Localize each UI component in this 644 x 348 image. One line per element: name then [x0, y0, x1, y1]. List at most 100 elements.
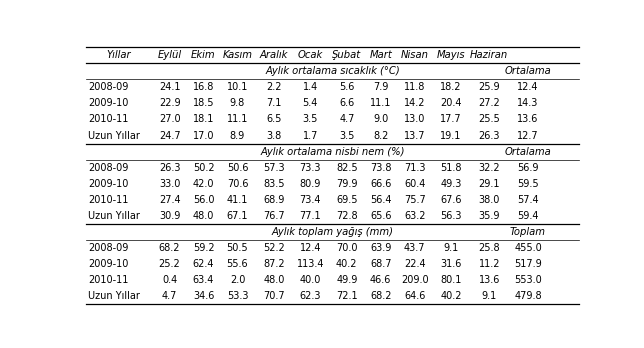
- Text: 79.9: 79.9: [336, 179, 357, 189]
- Text: 49.9: 49.9: [336, 275, 357, 285]
- Text: 12.4: 12.4: [299, 243, 321, 253]
- Text: 59.2: 59.2: [193, 243, 214, 253]
- Text: 2009-10: 2009-10: [88, 179, 129, 189]
- Text: 14.2: 14.2: [404, 98, 426, 108]
- Text: 24.1: 24.1: [159, 82, 180, 92]
- Text: 17.0: 17.0: [193, 130, 214, 141]
- Text: 5.4: 5.4: [303, 98, 318, 108]
- Text: Aylık toplam yağış (mm): Aylık toplam yağış (mm): [272, 227, 393, 237]
- Text: 29.1: 29.1: [478, 179, 500, 189]
- Text: 68.2: 68.2: [370, 291, 392, 301]
- Text: 35.9: 35.9: [478, 211, 500, 221]
- Text: 1.4: 1.4: [303, 82, 318, 92]
- Text: 53.3: 53.3: [227, 291, 248, 301]
- Text: 26.3: 26.3: [478, 130, 500, 141]
- Text: 82.5: 82.5: [336, 163, 357, 173]
- Text: 75.7: 75.7: [404, 195, 426, 205]
- Text: 62.4: 62.4: [193, 259, 214, 269]
- Text: 10.1: 10.1: [227, 82, 248, 92]
- Text: 2.0: 2.0: [230, 275, 245, 285]
- Text: 33.0: 33.0: [159, 179, 180, 189]
- Text: 68.7: 68.7: [370, 259, 392, 269]
- Text: 43.7: 43.7: [404, 243, 426, 253]
- Text: 12.7: 12.7: [517, 130, 539, 141]
- Text: 48.0: 48.0: [193, 211, 214, 221]
- Text: 67.6: 67.6: [440, 195, 462, 205]
- Text: 2008-09: 2008-09: [88, 163, 129, 173]
- Text: 40.0: 40.0: [299, 275, 321, 285]
- Text: 7.9: 7.9: [373, 82, 388, 92]
- Text: 27.4: 27.4: [159, 195, 180, 205]
- Text: 70.6: 70.6: [227, 179, 248, 189]
- Text: 87.2: 87.2: [263, 259, 285, 269]
- Text: Aylık ortalama sıcaklık (°C): Aylık ortalama sıcaklık (°C): [265, 66, 400, 76]
- Text: 19.1: 19.1: [440, 130, 462, 141]
- Text: Aralık: Aralık: [260, 50, 288, 60]
- Text: 34.6: 34.6: [193, 291, 214, 301]
- Text: 60.4: 60.4: [404, 179, 425, 189]
- Text: 2009-10: 2009-10: [88, 98, 129, 108]
- Text: 13.6: 13.6: [517, 114, 538, 125]
- Text: 11.8: 11.8: [404, 82, 425, 92]
- Text: 73.4: 73.4: [299, 195, 321, 205]
- Text: 55.6: 55.6: [227, 259, 249, 269]
- Text: 30.9: 30.9: [159, 211, 180, 221]
- Text: 13.6: 13.6: [478, 275, 500, 285]
- Text: Nisan: Nisan: [401, 50, 429, 60]
- Text: 50.6: 50.6: [227, 163, 248, 173]
- Text: 59.4: 59.4: [517, 211, 538, 221]
- Text: 71.3: 71.3: [404, 163, 426, 173]
- Text: 63.9: 63.9: [370, 243, 392, 253]
- Text: 2010-11: 2010-11: [88, 275, 129, 285]
- Text: 63.4: 63.4: [193, 275, 214, 285]
- Text: 59.5: 59.5: [517, 179, 539, 189]
- Text: 50.5: 50.5: [227, 243, 249, 253]
- Text: 66.6: 66.6: [370, 179, 392, 189]
- Text: Yıllar: Yıllar: [107, 50, 131, 60]
- Text: 2008-09: 2008-09: [88, 82, 129, 92]
- Text: Mart: Mart: [369, 50, 392, 60]
- Text: 2010-11: 2010-11: [88, 195, 129, 205]
- Text: 6.6: 6.6: [339, 98, 354, 108]
- Text: 3.8: 3.8: [266, 130, 281, 141]
- Text: 5.6: 5.6: [339, 82, 354, 92]
- Text: 31.6: 31.6: [440, 259, 462, 269]
- Text: Uzun Yıllar: Uzun Yıllar: [88, 211, 140, 221]
- Text: 56.0: 56.0: [193, 195, 214, 205]
- Text: 2010-11: 2010-11: [88, 114, 129, 125]
- Text: 16.8: 16.8: [193, 82, 214, 92]
- Text: 113.4: 113.4: [297, 259, 324, 269]
- Text: 27.0: 27.0: [159, 114, 180, 125]
- Text: 25.8: 25.8: [478, 243, 500, 253]
- Text: 3.5: 3.5: [339, 130, 354, 141]
- Text: 18.5: 18.5: [193, 98, 214, 108]
- Text: 72.8: 72.8: [336, 211, 357, 221]
- Text: 56.4: 56.4: [370, 195, 392, 205]
- Text: Uzun Yıllar: Uzun Yıllar: [88, 291, 140, 301]
- Text: 12.4: 12.4: [517, 82, 538, 92]
- Text: 24.7: 24.7: [159, 130, 180, 141]
- Text: 51.8: 51.8: [440, 163, 462, 173]
- Text: 11.1: 11.1: [227, 114, 248, 125]
- Text: 209.0: 209.0: [401, 275, 428, 285]
- Text: 26.3: 26.3: [159, 163, 180, 173]
- Text: 73.3: 73.3: [299, 163, 321, 173]
- Text: 57.4: 57.4: [517, 195, 539, 205]
- Text: Haziran: Haziran: [470, 50, 508, 60]
- Text: 40.2: 40.2: [440, 291, 462, 301]
- Text: Ortalama: Ortalama: [504, 147, 551, 157]
- Text: 69.5: 69.5: [336, 195, 357, 205]
- Text: 27.2: 27.2: [478, 98, 500, 108]
- Text: 1.7: 1.7: [303, 130, 318, 141]
- Text: 56.9: 56.9: [517, 163, 538, 173]
- Text: 17.7: 17.7: [440, 114, 462, 125]
- Text: 32.2: 32.2: [478, 163, 500, 173]
- Text: 4.7: 4.7: [162, 291, 177, 301]
- Text: 41.1: 41.1: [227, 195, 248, 205]
- Text: 8.2: 8.2: [373, 130, 388, 141]
- Text: Aylık ortalama nisbi nem (%): Aylık ortalama nisbi nem (%): [260, 147, 405, 157]
- Text: 56.3: 56.3: [440, 211, 462, 221]
- Text: 57.3: 57.3: [263, 163, 285, 173]
- Text: 18.1: 18.1: [193, 114, 214, 125]
- Text: 62.3: 62.3: [299, 291, 321, 301]
